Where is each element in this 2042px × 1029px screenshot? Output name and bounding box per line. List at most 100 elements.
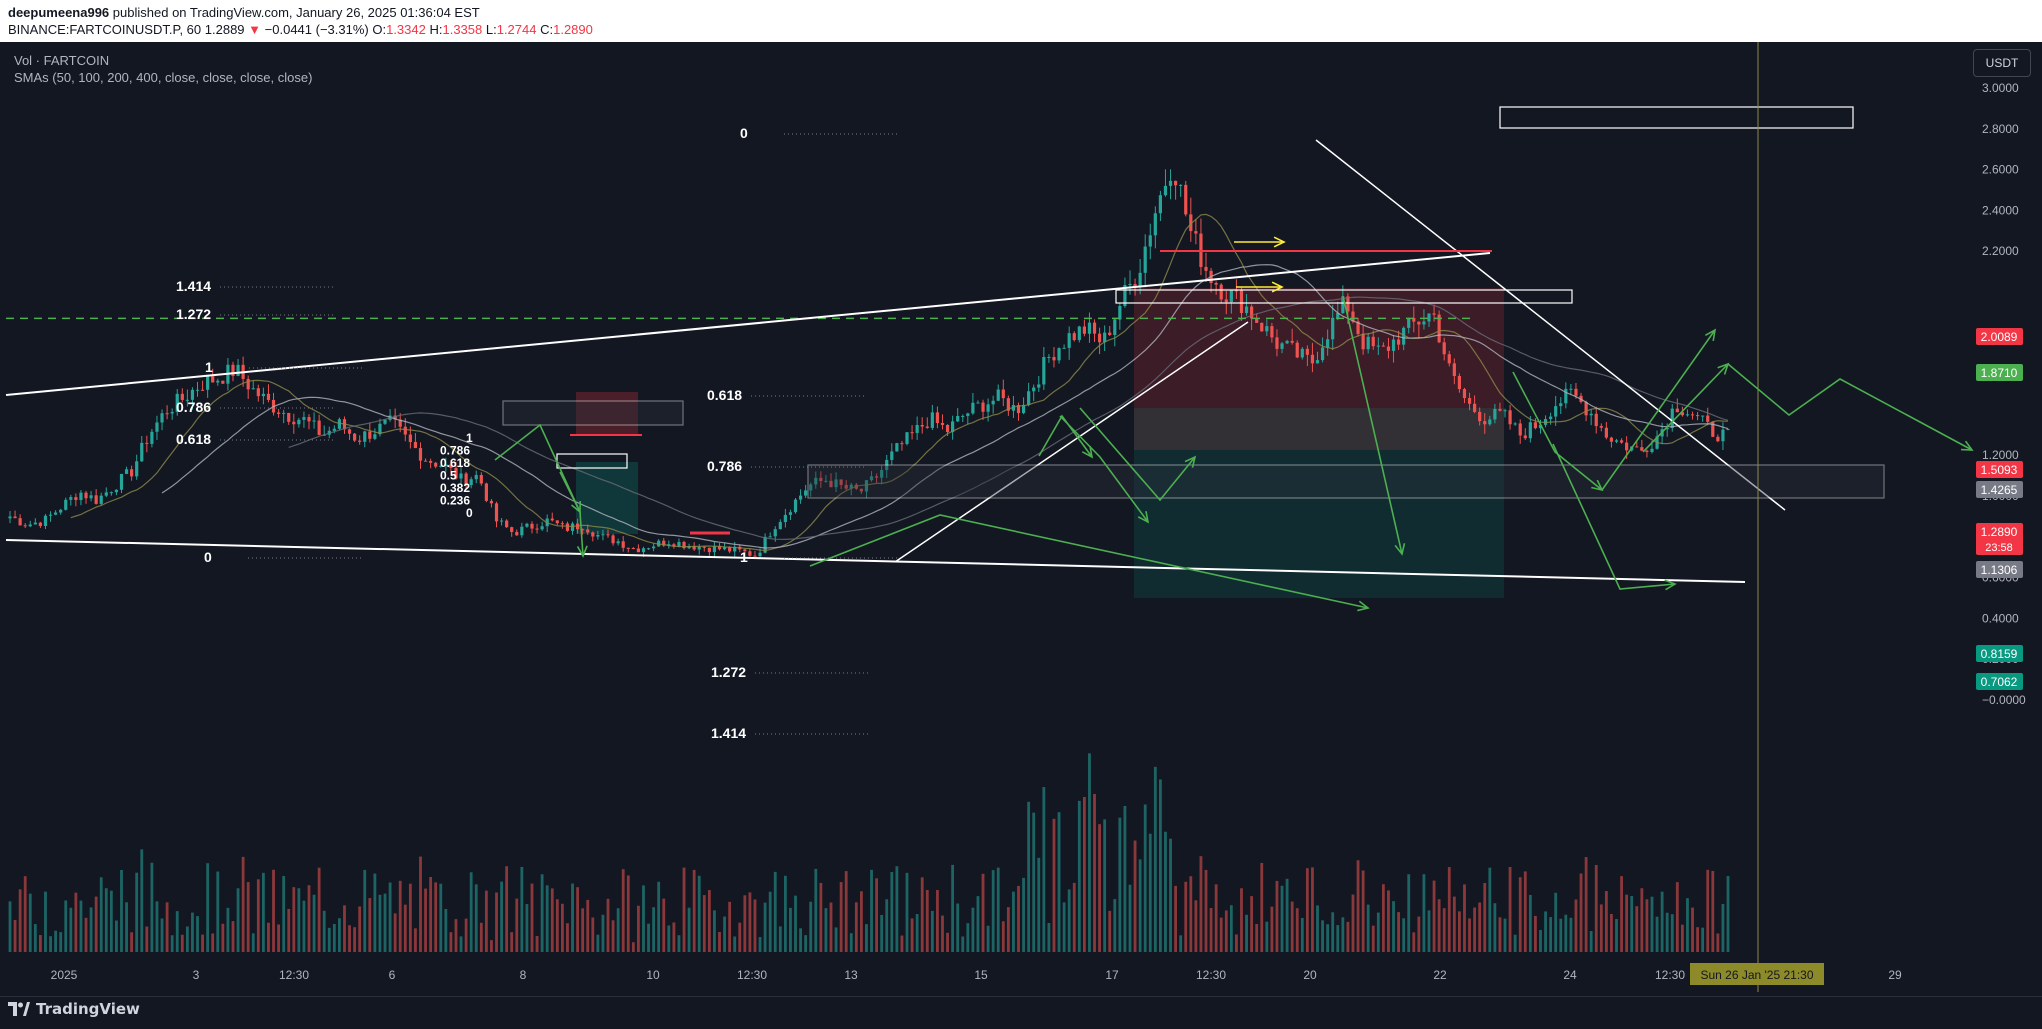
candle-body: [1290, 340, 1294, 343]
publisher-name[interactable]: deepumeena996: [8, 5, 110, 20]
candle-body: [1396, 339, 1401, 345]
volume-bar: [1579, 873, 1583, 952]
volume-bar: [1245, 914, 1248, 952]
candle-body: [748, 551, 752, 556]
volume-bar: [272, 869, 275, 952]
volume-bar: [789, 907, 792, 952]
volume-bar: [297, 888, 301, 952]
candle-body: [489, 500, 494, 504]
candle-body: [1351, 311, 1355, 322]
green-zigzag-arrow: [1038, 414, 1093, 458]
volume-bar: [1159, 779, 1162, 952]
volume-bar: [1123, 805, 1127, 952]
low-value: 1.2744: [496, 22, 537, 37]
price-chart[interactable]: 1.4141.27210.7860.618000.6180.78611.2721…: [0, 42, 2042, 996]
candle-body: [1442, 342, 1446, 355]
green-projection-arrow-head: [1357, 600, 1370, 612]
volume-bar: [1635, 906, 1639, 952]
candle-body: [353, 433, 357, 441]
volume-bar: [1437, 899, 1441, 952]
volume-bar: [1280, 885, 1284, 952]
volume-bar: [859, 891, 863, 952]
volume-bar: [1549, 917, 1553, 952]
candle-body: [1665, 427, 1669, 430]
tradingview-logo[interactable]: TradingView: [8, 1000, 140, 1018]
price-badge-value: 1.4265: [1981, 483, 2018, 497]
candle-body: [702, 546, 706, 548]
price-badge-bg: [1976, 328, 2023, 345]
volume-bar: [996, 867, 1000, 952]
volume-bar: [682, 867, 686, 952]
volume-bar: [104, 888, 108, 952]
volume-bar: [378, 894, 382, 952]
candle-body: [221, 380, 225, 384]
candle-body: [1341, 296, 1345, 314]
candle-body: [1260, 322, 1264, 332]
volume-bar: [596, 934, 600, 952]
candle-body: [358, 440, 362, 442]
candle-body: [1305, 348, 1309, 355]
price-badge: 1.4265: [1976, 481, 2023, 498]
mini-fib-label: 0.786: [440, 444, 470, 458]
volume-legend[interactable]: Vol · FARTCOIN: [14, 53, 110, 68]
candle-body: [23, 525, 27, 527]
candle-body: [844, 484, 848, 489]
short-zone: [1134, 288, 1504, 450]
volume-bar: [39, 935, 42, 952]
candle-body: [570, 523, 575, 531]
volume-bar: [1305, 868, 1309, 952]
volume-bar: [1098, 824, 1101, 952]
time-tick-label: 3: [193, 968, 200, 982]
candle-body: [1599, 426, 1603, 428]
volume-bar: [1169, 838, 1172, 952]
volume-bar: [1260, 862, 1264, 952]
volume-bar: [677, 935, 681, 952]
sma-legend[interactable]: SMAs (50, 100, 200, 400, close, close, c…: [14, 70, 313, 85]
candle-body: [1523, 435, 1527, 439]
candle-body: [119, 473, 124, 490]
volume-bar: [479, 922, 483, 952]
volume-bar: [125, 902, 128, 952]
candle-body: [1108, 332, 1112, 336]
candle-body: [778, 522, 782, 530]
price-badge-bg: [1976, 364, 2023, 381]
candle-body: [124, 469, 129, 474]
candle-body: [1554, 406, 1558, 417]
price-badge-value: 1.2890: [1981, 525, 2018, 539]
volume-bar: [1721, 903, 1725, 952]
candle-body: [1087, 322, 1092, 334]
volume-bar: [728, 901, 732, 952]
volume-bar: [925, 890, 929, 952]
candle-body: [89, 495, 93, 499]
candle-body: [925, 426, 929, 428]
candle-body: [530, 523, 534, 529]
volume-bar: [1427, 910, 1431, 952]
volume-bar: [1665, 912, 1669, 952]
green-zigzag-arrow-2-head: [1184, 455, 1197, 468]
candle-body: [793, 499, 798, 513]
candle-body: [54, 512, 58, 515]
price-badge: 1.8710: [1976, 364, 2023, 381]
candle-body: [1032, 387, 1036, 392]
volume-bar: [23, 876, 27, 952]
volume-bar: [79, 900, 83, 952]
volume-bar: [1255, 924, 1259, 952]
volume-bar: [1067, 889, 1071, 952]
volume-bar: [910, 918, 914, 952]
candle-body: [1538, 424, 1543, 429]
symbol-ohlc: BINANCE:FARTCOINUSDT.P, 60 1.2889 ▼ −0.0…: [8, 22, 593, 37]
volume-bar: [1133, 840, 1137, 952]
candle-body: [403, 426, 407, 435]
candle-body: [130, 469, 134, 477]
volume-bar: [854, 902, 858, 952]
last-price: 1.2889: [204, 22, 245, 37]
candle-body: [935, 412, 940, 423]
volume-bar: [870, 869, 873, 952]
price-badge-bg: [1976, 645, 2023, 662]
volume-bar: [419, 856, 422, 952]
volume-bar: [1452, 896, 1456, 952]
currency-button[interactable]: USDT: [1973, 49, 2031, 77]
candle-body: [1189, 214, 1193, 232]
volume-bar: [626, 875, 630, 952]
candle-body: [895, 443, 899, 452]
